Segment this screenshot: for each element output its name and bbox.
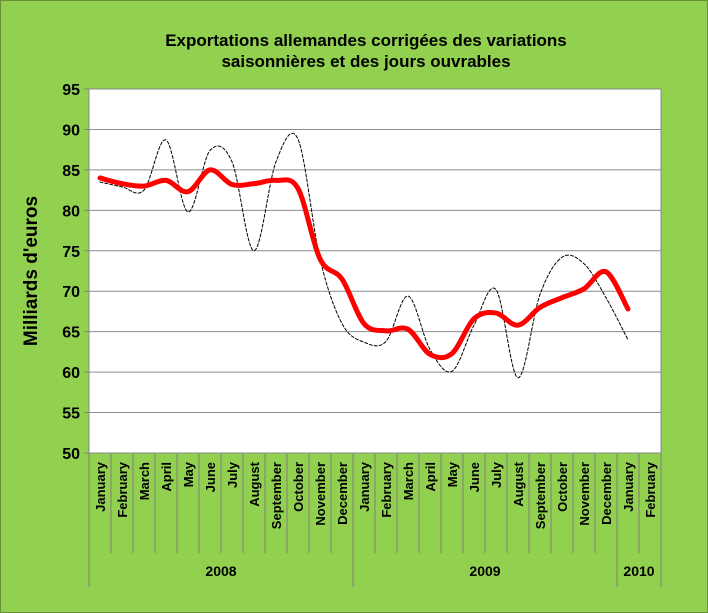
- x-tick-label: December: [599, 462, 614, 525]
- x-tick-label: July: [225, 461, 240, 488]
- x-tick-label: April: [159, 462, 174, 492]
- x-tick-label: July: [489, 461, 504, 488]
- y-tick-label: 50: [62, 446, 80, 463]
- x-tick-label: January: [357, 461, 372, 512]
- x-tick-label: June: [467, 462, 482, 492]
- x-tick-label: February: [643, 461, 658, 517]
- year-label: 2008: [205, 563, 236, 579]
- y-tick-label: 60: [62, 365, 80, 382]
- x-tick-label: September: [269, 462, 284, 529]
- x-tick-label: February: [379, 461, 394, 517]
- y-axis-label: Milliards d'euros: [21, 196, 42, 346]
- grid-layer: [89, 128, 661, 414]
- x-tick-label: February: [115, 461, 130, 517]
- y-tick-label: 95: [62, 82, 80, 99]
- x-tick-label: December: [335, 462, 350, 525]
- y-tick-label: 70: [62, 284, 80, 301]
- x-tick-label: May: [181, 461, 196, 487]
- series-line-trend: [97, 167, 631, 361]
- y-tick-label: 55: [62, 406, 80, 423]
- x-tick-label: March: [401, 462, 416, 500]
- x-tick-label: January: [93, 461, 108, 512]
- y-tick-label: 90: [62, 122, 80, 139]
- y-tick-label: 65: [62, 325, 80, 342]
- x-tick-label: October: [555, 462, 570, 512]
- y-tick-label: 75: [62, 244, 80, 261]
- x-tick-label: November: [313, 462, 328, 526]
- x-tick-label: June: [203, 462, 218, 492]
- series-layer: [97, 132, 631, 379]
- year-label: 2009: [469, 563, 500, 579]
- x-tick-label: September: [533, 462, 548, 529]
- x-tick-label: January: [621, 461, 636, 512]
- year-label: 2010: [623, 563, 654, 579]
- x-tick-label: October: [291, 462, 306, 512]
- chart-title-line-2: saisonnières et des jours ouvrables: [221, 52, 510, 71]
- plot-area: [88, 88, 662, 454]
- x-tick-label: March: [137, 462, 152, 500]
- chart-title-line-1: Exportations allemandes corrigées des va…: [165, 31, 567, 50]
- x-tick-label: November: [577, 462, 592, 526]
- y-tick-label: 80: [62, 203, 80, 220]
- y-tick-layer: 50 55 60 65 70 75 80 85 90 95: [62, 82, 89, 463]
- x-tick-label: May: [445, 461, 460, 487]
- x-tick-label: August: [511, 461, 526, 506]
- y-tick-label: 85: [62, 163, 80, 180]
- x-tick-label: April: [423, 462, 438, 492]
- x-axis-layer: January February March April May June July Augu…: [88, 453, 662, 587]
- x-tick-label: August: [247, 461, 262, 506]
